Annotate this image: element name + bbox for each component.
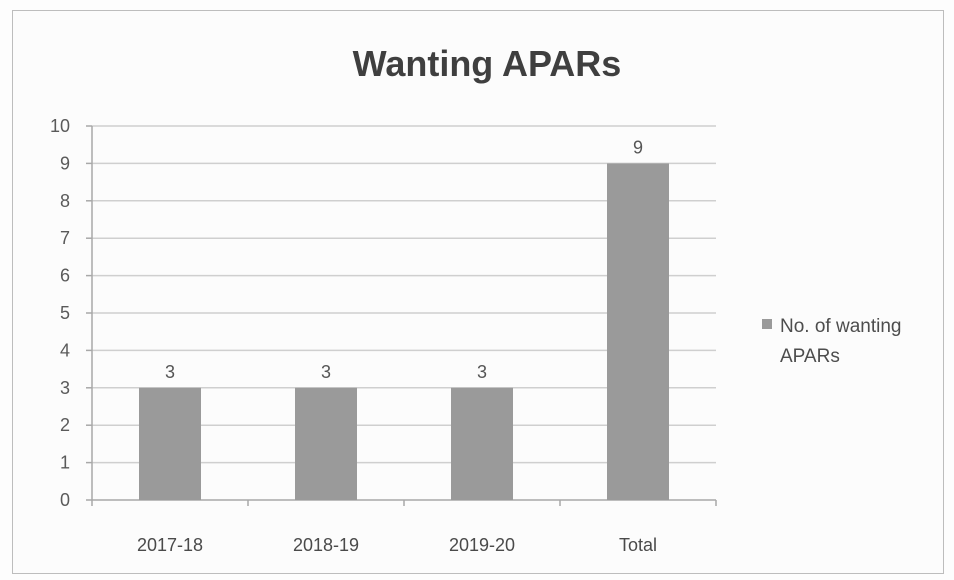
data-label: 3 — [165, 362, 175, 382]
y-tick-label: 0 — [60, 490, 70, 510]
y-tick-label: 5 — [60, 303, 70, 323]
chart-title: Wanting APARs — [353, 43, 622, 84]
bar-2018-19 — [295, 387, 357, 500]
labels: 0 1 2 3 4 5 6 7 8 9 10 3 2017-18 3 2018-19 3 2019-20 9 Tot… — [50, 116, 657, 555]
y-tick-label: 7 — [60, 228, 70, 248]
y-tick-label: 2 — [60, 415, 70, 435]
x-tick-label: Total — [619, 535, 657, 555]
bar-total — [607, 163, 669, 500]
x-tick-label: 2017-18 — [137, 535, 203, 555]
y-tick-label: 8 — [60, 191, 70, 211]
bar-2019-20 — [451, 387, 513, 500]
y-tick-label: 6 — [60, 266, 70, 286]
bars — [139, 163, 669, 500]
legend-label-line-2: APARs — [780, 346, 840, 367]
y-tick-label: 10 — [50, 116, 70, 136]
y-tick-label: 1 — [60, 453, 70, 473]
y-tick-label: 4 — [60, 340, 70, 360]
legend-label-line-1: No. of wanting — [780, 316, 901, 337]
bar-2017-18 — [139, 387, 201, 500]
data-label: 3 — [477, 362, 487, 382]
legend: No. of wanting APARs — [762, 316, 901, 367]
y-tick-label: 3 — [60, 378, 70, 398]
legend-swatch — [762, 319, 772, 329]
data-label: 3 — [321, 362, 331, 382]
x-tick-label: 2018-19 — [293, 535, 359, 555]
data-label: 9 — [633, 137, 643, 157]
y-tick-label: 9 — [60, 153, 70, 173]
x-tick-label: 2019-20 — [449, 535, 515, 555]
